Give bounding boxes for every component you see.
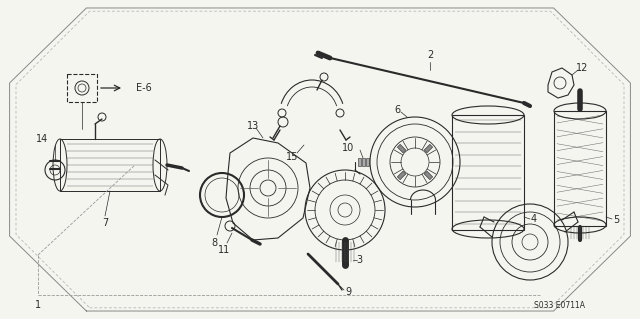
Text: 1: 1 [35, 300, 41, 310]
Text: 12: 12 [576, 63, 588, 73]
Text: 15: 15 [286, 152, 298, 162]
Text: E-6: E-6 [136, 83, 152, 93]
Text: 3: 3 [356, 255, 362, 265]
Text: 8: 8 [211, 238, 217, 248]
Text: 2: 2 [427, 50, 433, 60]
Text: S033 E0711A: S033 E0711A [534, 300, 586, 309]
Bar [397, 144, 406, 153]
Text: 6: 6 [394, 105, 400, 115]
Text: 13: 13 [247, 121, 259, 131]
FancyBboxPatch shape [67, 74, 97, 102]
Bar [554, 111, 606, 226]
Text: 9: 9 [345, 287, 351, 297]
Bar [60, 139, 160, 191]
Bar [424, 171, 433, 180]
Bar [366, 158, 369, 166]
Bar [424, 144, 433, 153]
Text: 4: 4 [531, 214, 537, 224]
Text: 14: 14 [36, 134, 48, 144]
Text: 10: 10 [342, 143, 354, 153]
Bar [397, 171, 406, 180]
Bar [358, 158, 361, 166]
Text: 11: 11 [218, 245, 230, 255]
Bar [452, 115, 524, 230]
Text: 5: 5 [613, 215, 619, 225]
Bar [362, 158, 365, 166]
Text: 7: 7 [102, 218, 108, 228]
